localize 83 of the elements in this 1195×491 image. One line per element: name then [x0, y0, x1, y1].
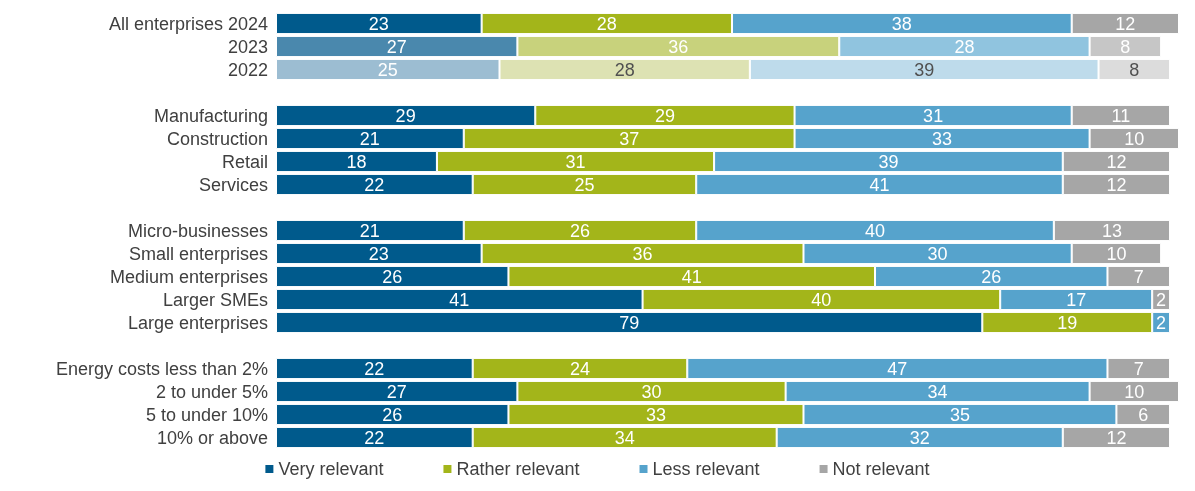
- data-label: 10: [1124, 381, 1145, 402]
- data-label: 27: [386, 381, 407, 402]
- data-label: 8: [1120, 36, 1131, 57]
- y-tick-label: 2022: [227, 59, 268, 80]
- data-label: 13: [1101, 220, 1122, 241]
- data-label: 32: [909, 427, 930, 448]
- data-label: 26: [981, 266, 1002, 287]
- data-label: 26: [382, 404, 403, 425]
- legend-label: Very relevant: [278, 459, 384, 479]
- data-label: 8: [1129, 59, 1140, 80]
- data-label: 2: [1156, 312, 1167, 333]
- data-label: 21: [359, 128, 380, 149]
- data-label: 79: [619, 312, 640, 333]
- data-label: 10: [1124, 128, 1145, 149]
- data-label: 47: [887, 358, 908, 379]
- data-label: 38: [891, 13, 912, 34]
- y-tick-label: Small enterprises: [128, 243, 268, 264]
- data-label: 31: [923, 105, 944, 126]
- legend-label: Not relevant: [832, 459, 930, 479]
- data-label: 12: [1106, 174, 1127, 195]
- data-label: 22: [364, 174, 385, 195]
- data-label: 11: [1111, 105, 1131, 126]
- data-label: 7: [1133, 358, 1144, 379]
- data-label: 34: [927, 381, 948, 402]
- data-label: 35: [949, 404, 970, 425]
- data-label: 39: [914, 59, 935, 80]
- data-label: 27: [386, 36, 407, 57]
- data-label: 6: [1138, 404, 1149, 425]
- legend-label: Rather relevant: [456, 459, 580, 479]
- y-tick-label: All enterprises 2024: [108, 13, 268, 34]
- data-label: 40: [865, 220, 886, 241]
- data-label: 25: [377, 59, 398, 80]
- y-tick-label: Construction: [166, 128, 268, 149]
- data-label: 41: [869, 174, 890, 195]
- data-label: 31: [565, 151, 586, 172]
- data-label: 30: [927, 243, 948, 264]
- y-tick-label: 2 to under 5%: [155, 381, 268, 402]
- data-label: 36: [632, 243, 653, 264]
- data-label: 26: [382, 266, 403, 287]
- y-tick-label: Manufacturing: [153, 105, 268, 126]
- y-tick-label: Services: [198, 174, 268, 195]
- data-label: 28: [954, 36, 975, 57]
- data-label: 12: [1106, 151, 1127, 172]
- y-tick-label: Retail: [221, 151, 268, 172]
- data-label: 12: [1106, 427, 1127, 448]
- data-label: 18: [346, 151, 367, 172]
- y-tick-label: Micro-businesses: [127, 220, 268, 241]
- data-label: 28: [596, 13, 617, 34]
- data-label: 25: [574, 174, 595, 195]
- data-label: 24: [569, 358, 590, 379]
- data-label: 29: [395, 105, 416, 126]
- data-label: 19: [1057, 312, 1078, 333]
- data-label: 41: [681, 266, 702, 287]
- data-label: 41: [449, 289, 470, 310]
- data-label: 2: [1156, 289, 1167, 310]
- data-label: 33: [645, 404, 666, 425]
- data-label: 23: [368, 243, 389, 264]
- y-tick-label: 5 to under 10%: [145, 404, 268, 425]
- data-label: 17: [1066, 289, 1087, 310]
- y-tick-label: Larger SMEs: [162, 289, 268, 310]
- data-label: 10: [1106, 243, 1127, 264]
- data-label: 30: [641, 381, 662, 402]
- data-label: 40: [811, 289, 832, 310]
- y-tick-label: Medium enterprises: [109, 266, 268, 287]
- data-label: 36: [668, 36, 689, 57]
- y-tick-label: 2023: [227, 36, 268, 57]
- y-tick-label: Large enterprises: [127, 312, 268, 333]
- data-label: 33: [932, 128, 953, 149]
- data-label: 34: [614, 427, 635, 448]
- data-label: 39: [878, 151, 899, 172]
- data-label: 22: [364, 358, 385, 379]
- data-label: 12: [1115, 13, 1136, 34]
- y-tick-label: 10% or above: [156, 427, 268, 448]
- data-label: 22: [364, 427, 385, 448]
- data-label: 37: [619, 128, 640, 149]
- data-label: 29: [654, 105, 675, 126]
- legend-label: Less relevant: [652, 459, 760, 479]
- data-label: 7: [1133, 266, 1144, 287]
- data-label: 23: [368, 13, 389, 34]
- data-label: 26: [569, 220, 590, 241]
- y-tick-label: Energy costs less than 2%: [55, 358, 268, 379]
- data-label: 28: [614, 59, 635, 80]
- data-label: 21: [359, 220, 380, 241]
